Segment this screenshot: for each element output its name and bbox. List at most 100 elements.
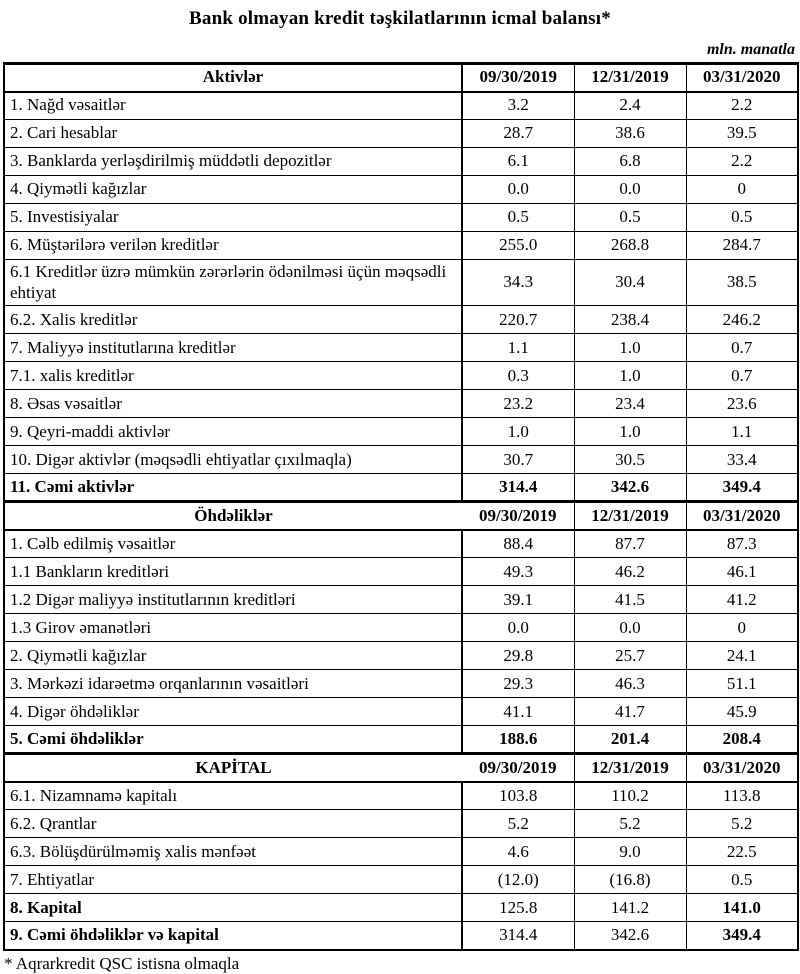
row-label: 6. Müştərilərə verilən kreditlər xyxy=(3,231,463,260)
row-label: 1. Nağd vəsaitlər xyxy=(3,91,463,120)
balance-sheet-table: Aktivlər 09/30/2019 12/31/2019 03/31/2020 1.… xyxy=(3,62,799,951)
row-label: 1.3 Girov əmanətləri xyxy=(3,613,463,643)
value-cell: 1.0 xyxy=(461,417,575,447)
value-cell: 0.3 xyxy=(461,361,575,391)
row-label: 6.1. Nizamnamə kapitalı xyxy=(3,781,463,811)
row-label: 9. Cəmi öhdəliklər və kapital xyxy=(3,921,463,951)
date-column-header: 03/31/2020 xyxy=(685,752,799,783)
page-title: Bank olmayan kredit təşkilatlarının icma… xyxy=(189,8,611,29)
table-row: 10. Digər aktivlər (məqsədli ehtiyatlar … xyxy=(3,445,799,475)
table-row: 4. Qiymətli kağızlar 0.0 0.0 0 xyxy=(3,175,799,204)
value-cell: 41.2 xyxy=(685,585,799,615)
value-cell: 201.4 xyxy=(573,725,687,755)
table-row: 7. Ehtiyatlar (12.0) (16.8) 0.5 xyxy=(3,865,799,895)
value-cell: 220.7 xyxy=(461,305,575,335)
value-cell: (12.0) xyxy=(461,865,575,895)
value-cell: 188.6 xyxy=(461,725,575,755)
value-cell: 0.5 xyxy=(573,203,687,232)
value-cell: 45.9 xyxy=(685,697,799,727)
row-label: 7. Ehtiyatlar xyxy=(3,865,463,895)
date-column-header: 09/30/2019 xyxy=(462,752,575,783)
date-column-header: 12/31/2019 xyxy=(573,752,687,783)
table-row: 3. Banklarda yerləşdirilmiş müddətli dep… xyxy=(3,147,799,176)
section-header-row: Öhdəliklər 09/30/2019 12/31/2019 03/31/2020 xyxy=(3,500,799,531)
row-label: 6.3. Bölüşdürülməmiş xalis mənfəət xyxy=(3,837,463,867)
value-cell: 110.2 xyxy=(573,781,687,811)
value-cell: 41.1 xyxy=(461,697,575,727)
value-cell: 25.7 xyxy=(573,641,687,671)
value-cell: 349.4 xyxy=(685,921,799,951)
value-cell: 30.5 xyxy=(573,445,687,475)
table-row: 9. Cəmi öhdəliklər və kapital 314.4 342.6 3… xyxy=(3,921,799,951)
value-cell: 0 xyxy=(685,175,799,204)
value-cell: 1.0 xyxy=(573,417,687,447)
table-row: 5. Investisiyalar 0.5 0.5 0.5 xyxy=(3,203,799,232)
value-cell: 2.2 xyxy=(685,147,799,176)
value-cell: 268.8 xyxy=(573,231,687,260)
value-cell: 1.1 xyxy=(461,333,575,363)
date-column-header: 03/31/2020 xyxy=(685,500,799,531)
table-row: 8. Əsas vəsaitlər 23.2 23.4 23.6 xyxy=(3,389,799,419)
value-cell: 34.3 xyxy=(461,258,575,307)
footnote: * Aqrarkredit QSC istisna olmaqla xyxy=(4,953,240,973)
value-cell: 284.7 xyxy=(685,231,799,260)
table-row: 2. Cari hesablar 28.7 38.6 39.5 xyxy=(3,119,799,148)
value-cell: 3.2 xyxy=(461,91,575,120)
date-column-header: 12/31/2019 xyxy=(573,62,687,93)
value-cell: 6.1 xyxy=(461,147,575,176)
value-cell: 49.3 xyxy=(461,557,575,587)
row-label: 2. Cari hesablar xyxy=(3,119,463,148)
value-cell: (16.8) xyxy=(573,865,687,895)
section-title: Aktivlər xyxy=(3,62,463,93)
value-cell: 0.0 xyxy=(573,613,687,643)
row-label: 3. Mərkəzi idarəetmə orqanlarının vəsait… xyxy=(3,669,463,699)
row-label: 9. Qeyri-maddi aktivlər xyxy=(3,417,463,447)
row-label: 6.1 Kreditlər üzrə mümkün zərərlərin ödə… xyxy=(3,258,463,307)
table-row: 6.1 Kreditlər üzrə mümkün zərərlərin ödə… xyxy=(3,258,799,307)
value-cell: 314.4 xyxy=(461,921,575,951)
row-label: 8. Kapital xyxy=(3,893,463,923)
value-cell: 141.0 xyxy=(685,893,799,923)
value-cell: 39.1 xyxy=(461,585,575,615)
value-cell: 38.5 xyxy=(685,258,799,307)
value-cell: 38.6 xyxy=(573,119,687,148)
value-cell: 87.7 xyxy=(573,529,687,559)
value-cell: 41.5 xyxy=(573,585,687,615)
table-row: 1.2 Digər maliyyə institutlarının kredit… xyxy=(3,585,799,615)
value-cell: 9.0 xyxy=(573,837,687,867)
value-cell: 314.4 xyxy=(461,473,575,503)
value-cell: 246.2 xyxy=(685,305,799,335)
row-label: 6.2. Xalis kreditlər xyxy=(3,305,463,335)
table-row: 4. Digər öhdəliklər 41.1 41.7 45.9 xyxy=(3,697,799,727)
table-row: 8. Kapital 125.8 141.2 141.0 xyxy=(3,893,799,923)
table-row: 1.3 Girov əmanətləri 0.0 0.0 0 xyxy=(3,613,799,643)
date-column-header: 12/31/2019 xyxy=(573,500,687,531)
row-label: 5. Investisiyalar xyxy=(3,203,463,232)
value-cell: 255.0 xyxy=(461,231,575,260)
table-row: 5. Cəmi öhdəliklər 188.6 201.4 208.4 xyxy=(3,725,799,755)
value-cell: 23.6 xyxy=(685,389,799,419)
value-cell: 0.5 xyxy=(461,203,575,232)
value-cell: 238.4 xyxy=(573,305,687,335)
table-row: 7. Maliyyə institutlarına kreditlər 1.1 1.… xyxy=(3,333,799,363)
value-cell: 51.1 xyxy=(685,669,799,699)
row-label: 8. Əsas vəsaitlər xyxy=(3,389,463,419)
row-label: 1. Cəlb edilmiş vəsaitlər xyxy=(3,529,463,559)
table-row: 6. Müştərilərə verilən kreditlər 255.0 268… xyxy=(3,231,799,260)
table-row: 6.2. Qrantlar 5.2 5.2 5.2 xyxy=(3,809,799,839)
date-column-header: 09/30/2019 xyxy=(462,500,575,531)
value-cell: 4.6 xyxy=(461,837,575,867)
value-cell: 342.6 xyxy=(573,921,687,951)
value-cell: 1.1 xyxy=(685,417,799,447)
value-cell: 22.5 xyxy=(685,837,799,867)
value-cell: 2.2 xyxy=(685,91,799,120)
table-row: 9. Qeyri-maddi aktivlər 1.0 1.0 1.1 xyxy=(3,417,799,447)
row-label: 1.2 Digər maliyyə institutlarının kredit… xyxy=(3,585,463,615)
value-cell: 88.4 xyxy=(461,529,575,559)
row-label: 6.2. Qrantlar xyxy=(3,809,463,839)
value-cell: 0.7 xyxy=(685,361,799,391)
row-label: 4. Digər öhdəliklər xyxy=(3,697,463,727)
value-cell: 39.5 xyxy=(685,119,799,148)
row-label: 1.1 Bankların kreditləri xyxy=(3,557,463,587)
